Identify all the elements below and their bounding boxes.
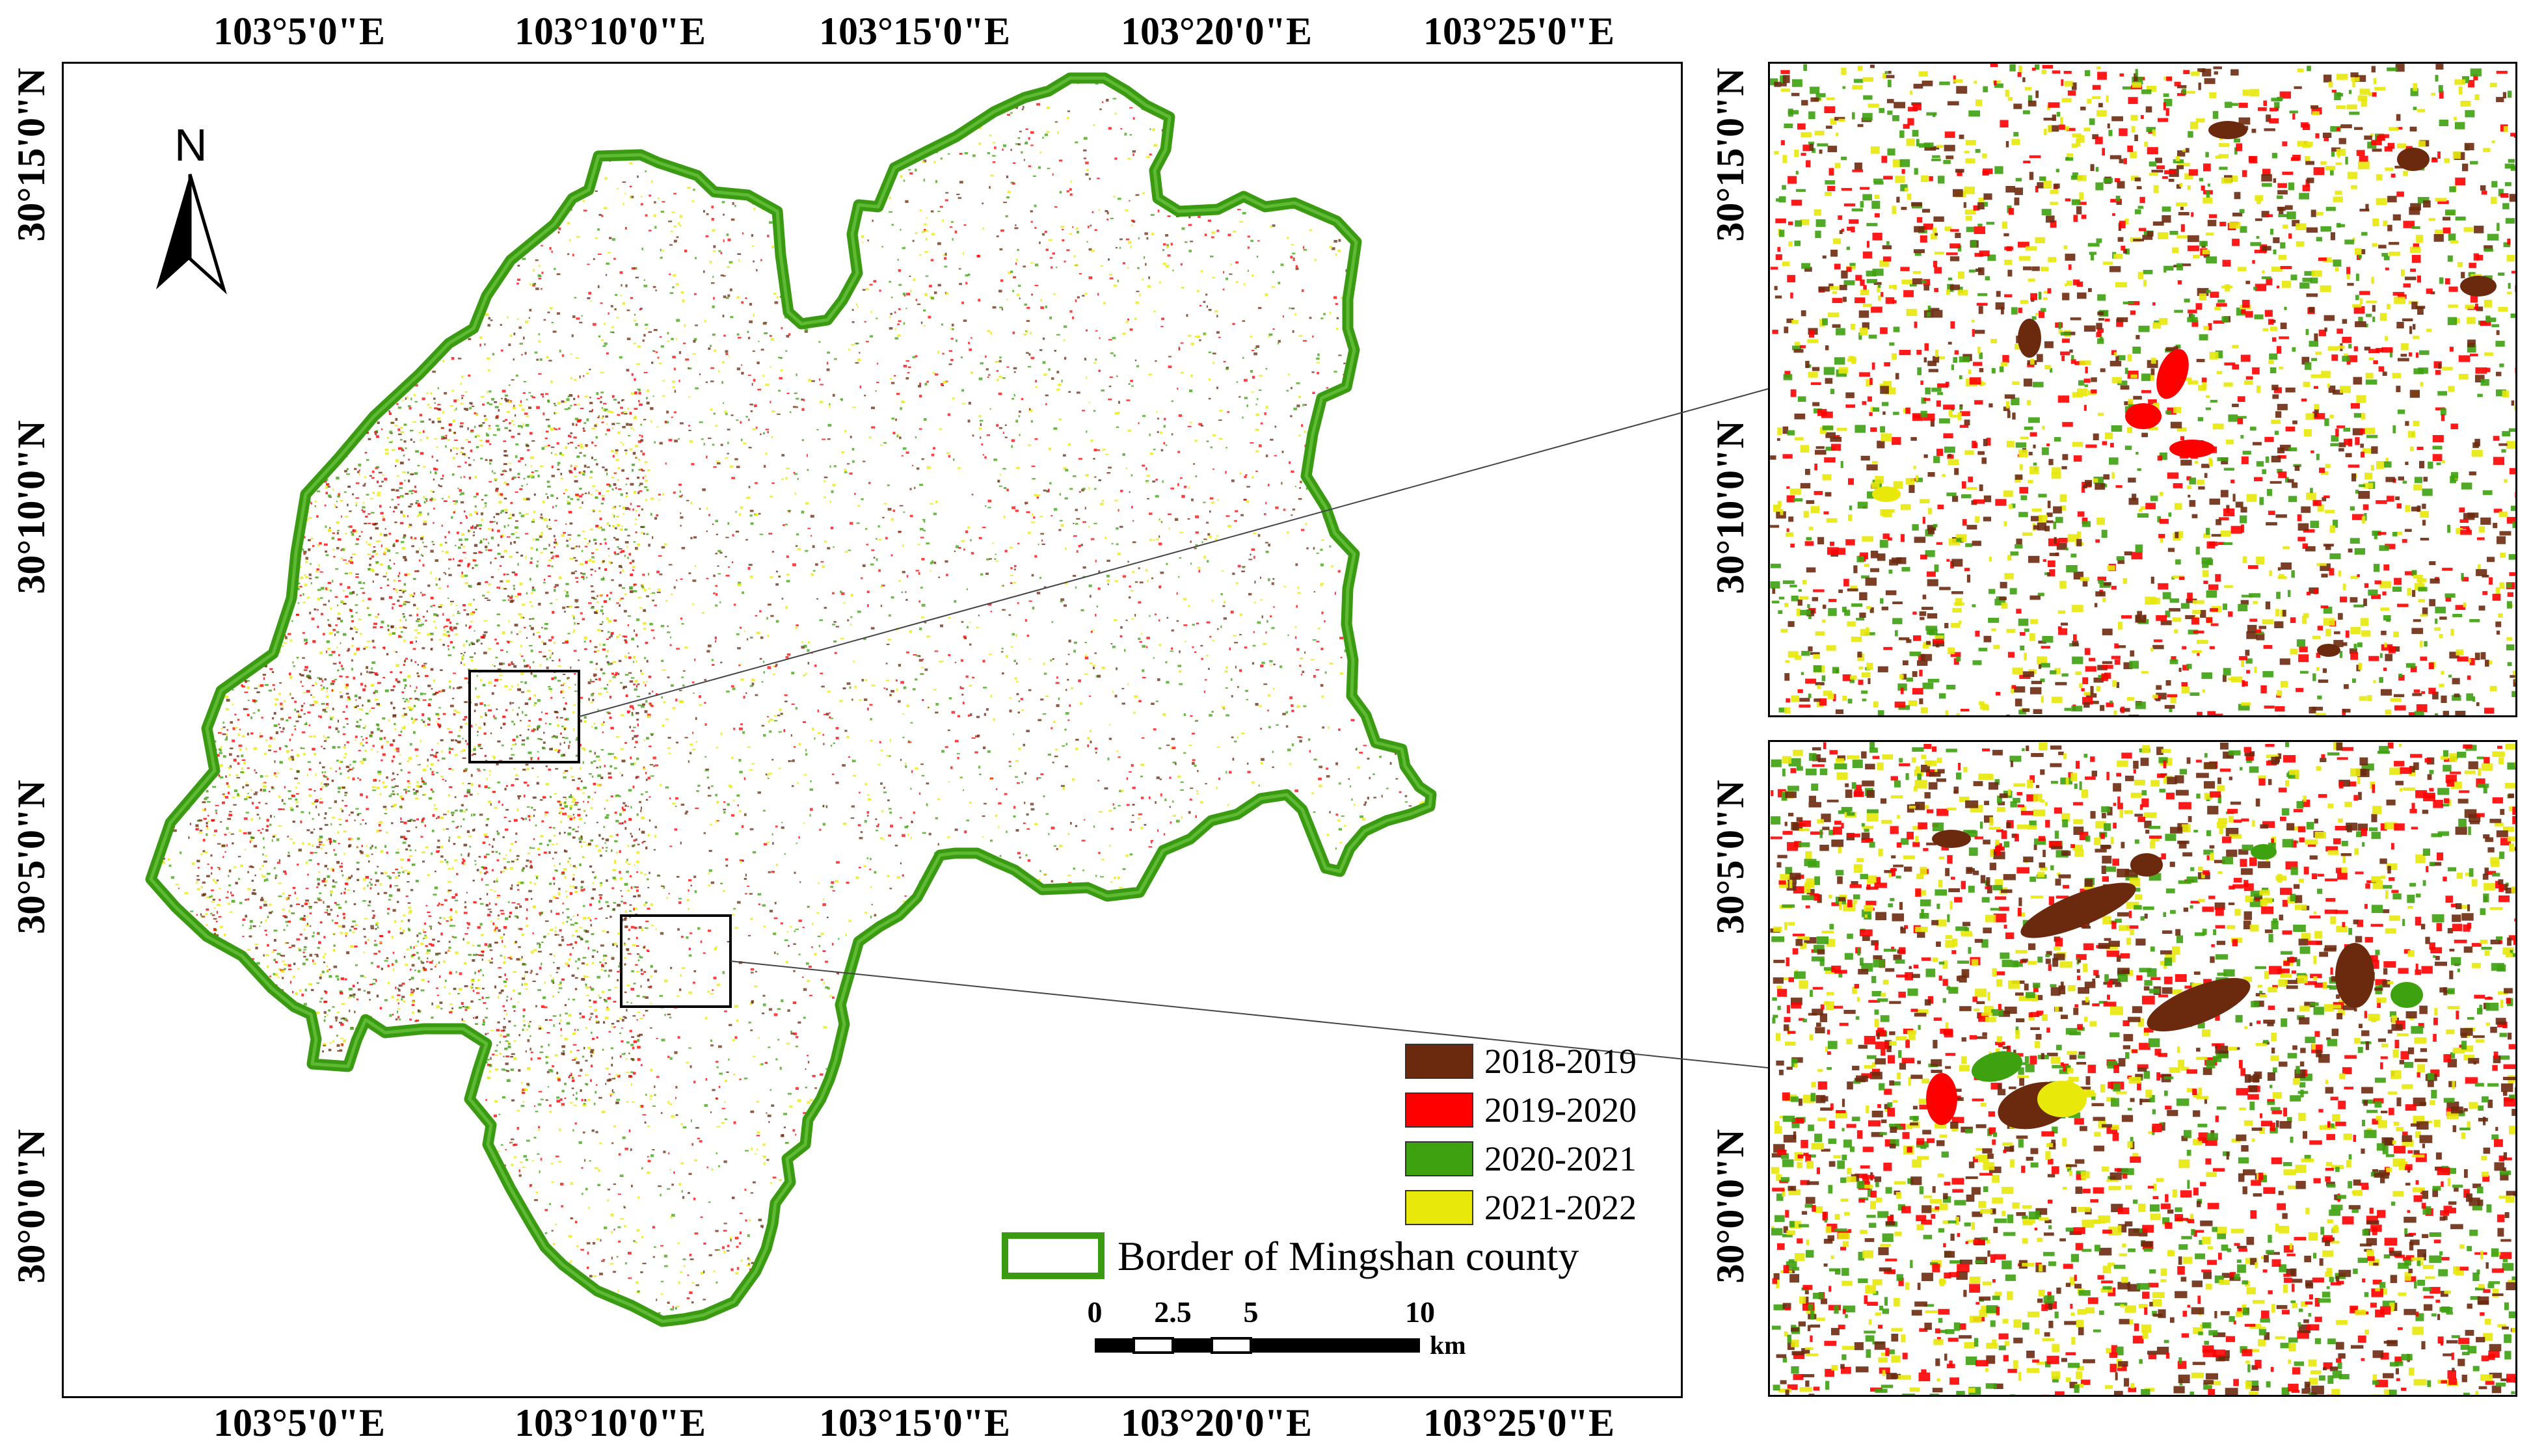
leader-line-2 xyxy=(730,960,1769,1068)
legend-label-2021-2022: 2021-2022 xyxy=(1484,1188,1637,1227)
lat-label-inset-top-1: 30°15'0"N xyxy=(1709,68,1752,242)
land-change-pixels xyxy=(151,78,1431,1321)
lat-label-main-2: 30°10'0"N xyxy=(10,420,53,594)
lat-label-main-1: 30°15'0"N xyxy=(10,68,53,242)
legend-label-2020-2021: 2020-2021 xyxy=(1484,1139,1637,1178)
legend-label-2019-2020: 2019-2020 xyxy=(1484,1091,1637,1130)
lon-label-top-5: 103°25'0"E xyxy=(1423,10,1614,53)
county-border xyxy=(145,72,1437,1327)
lat-label-inset-bottom-1: 30°5'0"N xyxy=(1709,780,1752,934)
legend-label-2018-2019: 2018-2019 xyxy=(1484,1042,1637,1081)
scale-bar xyxy=(1095,1337,1420,1354)
lon-label-bottom-4: 103°20'0"E xyxy=(1121,1401,1312,1444)
lat-label-inset-bottom-2: 30°0'0"N xyxy=(1709,1129,1752,1284)
scale-tick-10: 10 xyxy=(1405,1295,1435,1329)
scale-tick-2-5: 2.5 xyxy=(1154,1295,1192,1329)
lon-label-top-3: 103°15'0"E xyxy=(819,10,1010,53)
legend-border-swatch xyxy=(1002,1232,1105,1279)
scale-unit: km xyxy=(1430,1330,1466,1360)
north-label: N xyxy=(174,120,208,170)
scale-tick-0: 0 xyxy=(1087,1295,1103,1329)
legend-swatch-2020-2021 xyxy=(1405,1141,1473,1176)
lon-label-bottom-1: 103°5'0"E xyxy=(213,1401,385,1444)
lon-label-top-4: 103°20'0"E xyxy=(1121,10,1312,53)
scale-tick-5: 5 xyxy=(1243,1295,1259,1329)
lon-label-bottom-2: 103°10'0"E xyxy=(515,1401,706,1444)
north-arrow-icon xyxy=(156,174,227,295)
inset-bottom-pixels xyxy=(1770,742,2515,1395)
zoom-box-2 xyxy=(620,914,732,1008)
lat-label-main-4: 30°0'0"N xyxy=(10,1129,53,1284)
legend-swatch-2018-2019 xyxy=(1405,1044,1473,1079)
legend-border-label: Border of Mingshan county xyxy=(1118,1233,1579,1279)
legend-swatch-2021-2022 xyxy=(1405,1190,1473,1225)
lon-label-top-2: 103°10'0"E xyxy=(515,10,706,53)
lon-label-bottom-5: 103°25'0"E xyxy=(1423,1401,1614,1444)
lat-label-main-3: 30°5'0"N xyxy=(10,780,53,934)
lon-label-bottom-3: 103°15'0"E xyxy=(819,1401,1010,1444)
inset-top-pixels xyxy=(1770,64,2515,715)
lon-label-top-1: 103°5'0"E xyxy=(213,10,385,53)
lat-label-inset-top-2: 30°10'0"N xyxy=(1709,420,1752,594)
legend-swatch-2019-2020 xyxy=(1405,1092,1473,1128)
leader-line-1 xyxy=(578,388,1769,717)
